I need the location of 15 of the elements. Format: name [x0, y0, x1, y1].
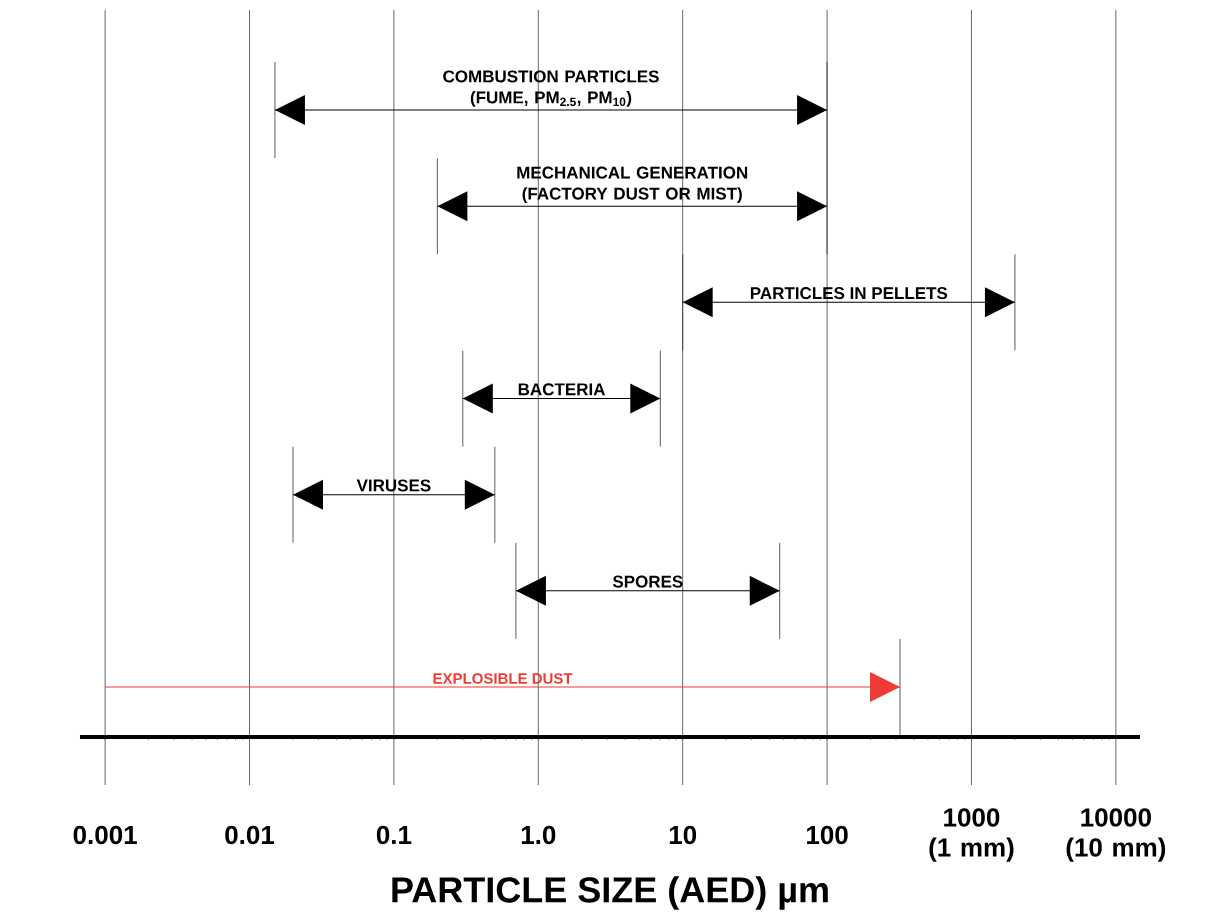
x-tick-label: 0.01 — [225, 825, 275, 845]
x-tick-label: 100 — [807, 825, 848, 845]
x-tick-label: 1000 (1 mm) — [929, 808, 1014, 862]
y-tick-label: COMBUSTION PARTICLES (FUME, PM$_{2.5}$, PM$_{10}$) — [443, 70, 659, 107]
x-tick-label: 10 — [669, 825, 697, 845]
y-tick-label: VIRUSES — [356, 479, 431, 492]
x-tick-label: 0.1 — [376, 825, 412, 845]
y-tick-label: SPORES — [612, 575, 683, 588]
y-tick-label: BACTERIA — [518, 383, 605, 396]
x-tick-label: 1.0 — [521, 825, 556, 845]
y-tick-label: MECHANICAL GENERATION (FACTORY DUST OR MIST) — [517, 166, 748, 203]
x-tick-label: 10000 (10 mm) — [1066, 808, 1166, 862]
y-tick-label: PARTICLES IN PELLETS — [750, 287, 948, 300]
x-tick-label: 0.001 — [73, 825, 137, 845]
x-axis-title: PARTICLE SIZE (AED) µm — [392, 876, 828, 910]
